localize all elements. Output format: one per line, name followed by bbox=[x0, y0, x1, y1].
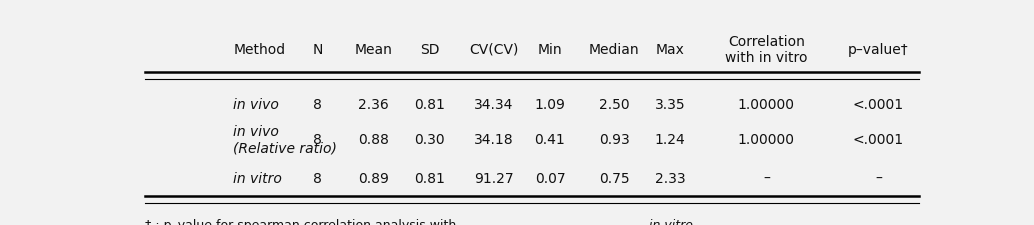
Text: 91.27: 91.27 bbox=[474, 171, 514, 185]
Text: –: – bbox=[763, 171, 769, 185]
Text: 8: 8 bbox=[313, 133, 322, 146]
Text: p–value†: p–value† bbox=[848, 43, 909, 56]
Text: 0.89: 0.89 bbox=[358, 171, 389, 185]
Text: 0.30: 0.30 bbox=[415, 133, 445, 146]
Text: † : p–value for spearman correlation analysis with: † : p–value for spearman correlation ana… bbox=[145, 218, 460, 225]
Text: 2.36: 2.36 bbox=[359, 97, 389, 111]
Text: 2.50: 2.50 bbox=[599, 97, 630, 111]
Text: 0.41: 0.41 bbox=[535, 133, 566, 146]
Text: 0.81: 0.81 bbox=[415, 97, 446, 111]
Text: SD: SD bbox=[420, 43, 439, 56]
Text: 1.09: 1.09 bbox=[535, 97, 566, 111]
Text: Min: Min bbox=[538, 43, 562, 56]
Text: 0.88: 0.88 bbox=[358, 133, 389, 146]
Text: 0.07: 0.07 bbox=[535, 171, 566, 185]
Text: in vitro: in vitro bbox=[648, 218, 693, 225]
Text: CV(CV): CV(CV) bbox=[469, 43, 519, 56]
Text: (Relative ratio): (Relative ratio) bbox=[234, 140, 337, 154]
Text: 1.00000: 1.00000 bbox=[738, 133, 795, 146]
Text: Correlation
with in vitro: Correlation with in vitro bbox=[725, 34, 808, 65]
Text: 8: 8 bbox=[313, 171, 322, 185]
Text: Median: Median bbox=[588, 43, 639, 56]
Text: 8: 8 bbox=[313, 97, 322, 111]
Text: Mean: Mean bbox=[355, 43, 393, 56]
Text: 1.00000: 1.00000 bbox=[738, 97, 795, 111]
Text: Max: Max bbox=[656, 43, 685, 56]
Text: 3.35: 3.35 bbox=[655, 97, 686, 111]
Text: 0.81: 0.81 bbox=[415, 171, 446, 185]
Text: 1.24: 1.24 bbox=[655, 133, 686, 146]
Text: in vitro: in vitro bbox=[234, 171, 282, 185]
Text: Method: Method bbox=[234, 43, 285, 56]
Text: 0.75: 0.75 bbox=[599, 171, 630, 185]
Text: in vivo: in vivo bbox=[234, 125, 279, 139]
Text: 34.34: 34.34 bbox=[475, 97, 514, 111]
Text: <.0001: <.0001 bbox=[853, 133, 904, 146]
Text: –: – bbox=[875, 171, 882, 185]
Text: 0.93: 0.93 bbox=[599, 133, 630, 146]
Text: <.0001: <.0001 bbox=[853, 97, 904, 111]
Text: N: N bbox=[312, 43, 323, 56]
Text: in vivo: in vivo bbox=[234, 97, 279, 111]
Text: 34.18: 34.18 bbox=[474, 133, 514, 146]
Text: 2.33: 2.33 bbox=[655, 171, 686, 185]
